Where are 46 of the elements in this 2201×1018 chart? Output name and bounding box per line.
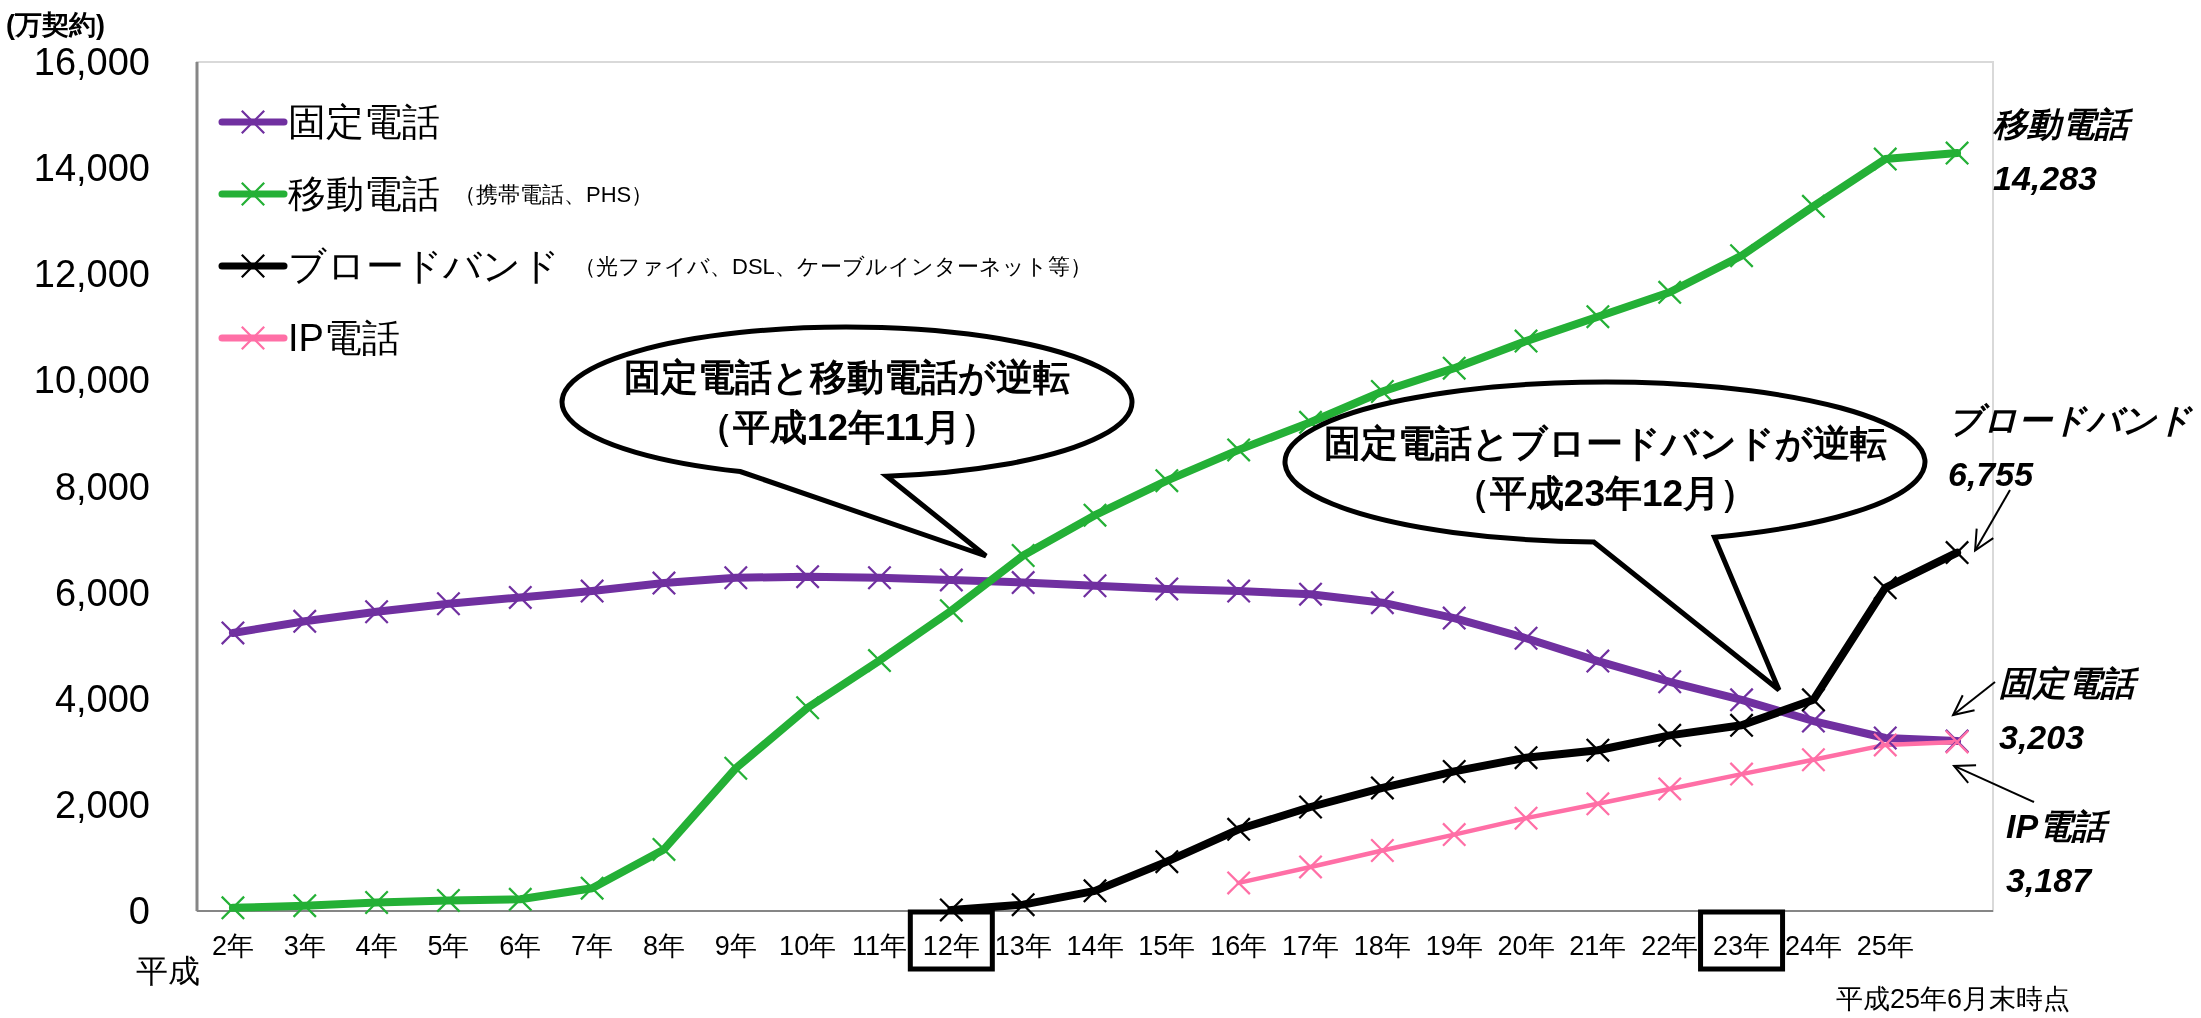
legend-label: ブロードバンド（光ファイバ、DSL、ケーブルインターネット等） [288, 245, 1092, 287]
y-axis-title: (万契約) [6, 10, 105, 40]
x-tick-label: 22年 [1641, 931, 1699, 961]
y-tick-label: 14,000 [33, 147, 150, 190]
legend-label: 固定電話 [288, 101, 440, 143]
y-tick-label: 16,000 [33, 41, 150, 83]
annotation: 移動電話 14,283 [1992, 105, 2134, 197]
x-tick-label: 21年 [1569, 931, 1627, 961]
x-tick-label: 24年 [1784, 931, 1842, 961]
x-tick-label: 4年 [355, 931, 398, 961]
x-tick-label: 8年 [642, 931, 685, 961]
x-tick-label: 2年 [211, 931, 254, 961]
y-tick-label: 10,000 [33, 359, 150, 402]
x-tick-label: 6年 [499, 931, 542, 961]
y-tick-label: 4,000 [54, 677, 150, 720]
annotation: 固定電話と移動電話が逆転（平成12年11月） [624, 357, 1070, 448]
y-tick-label: 2,000 [54, 783, 150, 826]
y-tick-label: 0 [128, 890, 150, 932]
x-tick-label: 9年 [714, 931, 757, 961]
x-tick-label: 16年 [1210, 931, 1268, 961]
x-tick-label: 19年 [1425, 931, 1483, 961]
x-tick-label: 17年 [1282, 931, 1340, 961]
x-tick-label: 3年 [283, 931, 326, 961]
legend-label: IP電話 [288, 317, 400, 359]
x-tick-label: 20年 [1497, 931, 1555, 961]
text: 固定電話 3,203 [1999, 664, 2140, 756]
y-tick-label: 12,000 [33, 253, 150, 296]
y-tick-label: 8,000 [54, 465, 150, 508]
x-tick-label: 18年 [1353, 931, 1411, 961]
x-tick-label: 25年 [1856, 931, 1914, 961]
x-tick-label: 7年 [571, 931, 614, 961]
annotation: ブロードバンド 6,755 [1948, 401, 2194, 493]
x-axis-title: 平成 [136, 953, 200, 989]
x-tick-label: 14年 [1066, 931, 1124, 961]
x-tick-label: 12年 [922, 931, 980, 961]
annotation: 固定電話とブロードバンドが逆転（平成23年12月） [1323, 423, 1887, 514]
x-tick-label: 11年 [851, 931, 907, 961]
x-tick-label: 23年 [1713, 931, 1771, 961]
x-tick-label: 5年 [427, 931, 470, 961]
y-tick-label: 6,000 [54, 571, 150, 614]
legend-label: 移動電話（携帯電話、PHS） [288, 173, 654, 215]
x-tick-label: 10年 [779, 931, 837, 961]
x-tick-label: 15年 [1138, 931, 1196, 961]
x-tick-label: 13年 [994, 931, 1052, 961]
text: IP電話 3,187 [2006, 807, 2112, 899]
text: 平成25年6月末時点 [1835, 984, 2070, 1014]
